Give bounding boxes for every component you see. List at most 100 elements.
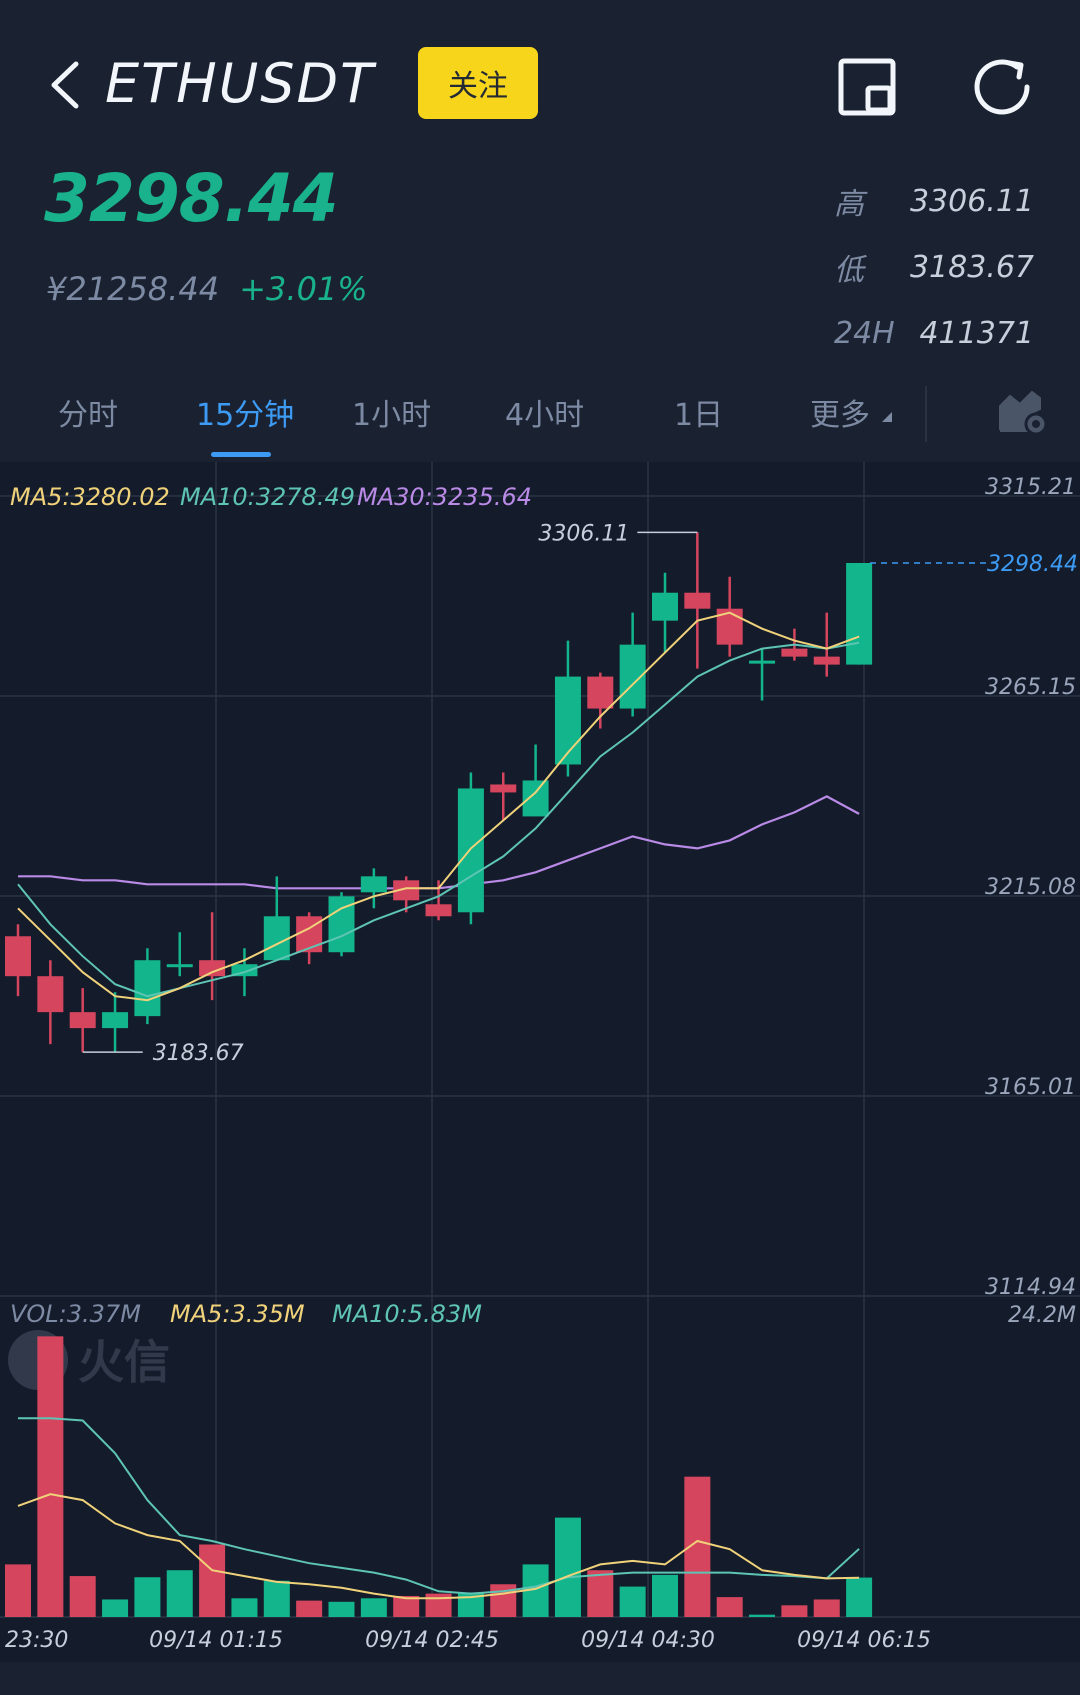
ma30-line [18, 795, 860, 890]
stat-value: 3183.67 [909, 249, 1034, 285]
ma5-line [17, 611, 860, 1002]
candle-body [69, 1012, 96, 1029]
volume-bar [716, 1597, 743, 1617]
window-button[interactable] [832, 52, 902, 122]
candle-body [684, 592, 711, 609]
stat-label: 高 [834, 187, 864, 222]
candle-body [554, 676, 581, 765]
tab-more[interactable]: 更多 [810, 390, 894, 434]
vol-max-label: 24.2M [1008, 1303, 1076, 1328]
candle-body [522, 780, 549, 817]
candle-body [263, 916, 290, 961]
sub-price: ¥21258.44 +3.01% [46, 270, 368, 308]
candle-body [102, 1012, 129, 1029]
interval-tabs: 分时 15分钟 1小时 4小时 1日 更多 [0, 370, 1080, 462]
time-label: 09/14 02:45 [365, 1628, 499, 1653]
stat-high: 高 3306.11 [834, 168, 1034, 234]
ma-layer [17, 611, 860, 1002]
candle-body [360, 876, 387, 893]
candle-body [231, 964, 258, 977]
stat-volume: 24H 411371 [834, 300, 1034, 366]
ma10-line [17, 641, 860, 998]
volume-bar [393, 1595, 420, 1617]
candle-body [846, 562, 873, 665]
candle-body [749, 660, 776, 664]
caret-down-icon [881, 411, 892, 422]
tab-timeline[interactable]: 分时 [58, 398, 118, 433]
kline-chart[interactable]: 火信 MA5:3280.02 MA10:3278.49 MA30:3235.64… [0, 462, 1080, 1662]
follow-button[interactable]: 关注 [418, 47, 538, 119]
tab-1day[interactable]: 1日 [674, 398, 724, 433]
candle-body [781, 648, 808, 657]
volume-bar [749, 1614, 776, 1617]
vol-ma10-legend: MA10:5.83M [332, 1300, 482, 1328]
price-label: 3114.94 [985, 1275, 1076, 1300]
candle-body [490, 784, 517, 793]
candle-body [134, 960, 161, 1017]
volume-bar [263, 1580, 290, 1617]
price-label: 3315.21 [985, 475, 1076, 500]
volume-bar [360, 1598, 387, 1617]
kline-svg: 火信 MA5:3280.02 MA10:3278.49 MA30:3235.64… [0, 462, 1080, 1653]
price-label: 3165.01 [985, 1075, 1076, 1100]
volume-bar [231, 1598, 258, 1617]
volume-bar [781, 1605, 808, 1617]
tab-divider [925, 386, 927, 442]
symbol-title: ETHUSDT [105, 52, 376, 115]
tab-more-label: 更多 [810, 398, 870, 433]
volume-bar [328, 1601, 355, 1617]
tab-4hour[interactable]: 4小时 [505, 398, 585, 433]
candle-body [813, 656, 840, 665]
chart-settings-button[interactable] [996, 386, 1050, 440]
volume-bar [134, 1577, 161, 1617]
candle-body [199, 960, 226, 977]
back-button[interactable] [40, 50, 90, 120]
current-price-label: 3298.44 [987, 552, 1078, 577]
time-label: 09/14 01:15 [149, 1628, 283, 1653]
candle-body [393, 880, 420, 901]
refresh-button[interactable] [968, 52, 1038, 122]
volume-bar [652, 1574, 678, 1617]
stat-value: 411371 [919, 315, 1034, 351]
candles-layer [5, 532, 873, 1053]
vol-ma5-line [17, 1493, 860, 1600]
volume-bar [425, 1593, 452, 1617]
volume-bar [296, 1600, 323, 1617]
candle-body [587, 676, 614, 709]
ma5-legend: MA5:3280.02 [10, 483, 170, 511]
candle-body [457, 788, 484, 913]
low-marker-label: 3183.67 [153, 1041, 244, 1066]
volume-bar [69, 1576, 96, 1617]
stat-low: 低 3183.67 [834, 234, 1034, 300]
stat-label: 低 [834, 253, 864, 288]
volume-bar [619, 1586, 646, 1617]
volume-bar [554, 1517, 581, 1617]
vol-ma10-line [18, 1417, 860, 1595]
chart-grid [0, 462, 1080, 1618]
header: ETHUSDT 关注 3298.44 ¥21258.44 +3.01% 高 33… [0, 0, 1080, 351]
volume-bar [199, 1544, 226, 1617]
volume-bar [37, 1336, 64, 1617]
ticker-stats: 高 3306.11 低 3183.67 24H 411371 [834, 168, 1034, 366]
volume-layer [5, 1336, 873, 1617]
ma10-legend: MA10:3278.49 [180, 483, 355, 511]
candle-body [652, 592, 678, 621]
time-label: 09/14 06:15 [797, 1628, 931, 1653]
high-marker-label: 3306.11 [538, 521, 629, 546]
watermark-text: 火信 [78, 1335, 170, 1389]
refresh-icon [974, 59, 1030, 115]
last-price: 3298.44 [44, 160, 339, 237]
candle-body [5, 936, 31, 977]
vol-ma5-legend: MA5:3.35M [170, 1300, 305, 1328]
tab-15min[interactable]: 15分钟 [196, 398, 295, 433]
tab-1hour[interactable]: 1小时 [352, 398, 432, 433]
time-label: 09/14 04:30 [581, 1628, 715, 1653]
cny-price: ¥21258.44 [46, 270, 220, 308]
change-percent: +3.01% [239, 270, 368, 308]
time-label: 23:30 [5, 1628, 68, 1653]
volume-bar [5, 1564, 31, 1617]
ma30-layer [18, 795, 860, 890]
volume-bar [846, 1577, 873, 1617]
back-icon [51, 61, 79, 109]
volume-bar [813, 1599, 840, 1617]
